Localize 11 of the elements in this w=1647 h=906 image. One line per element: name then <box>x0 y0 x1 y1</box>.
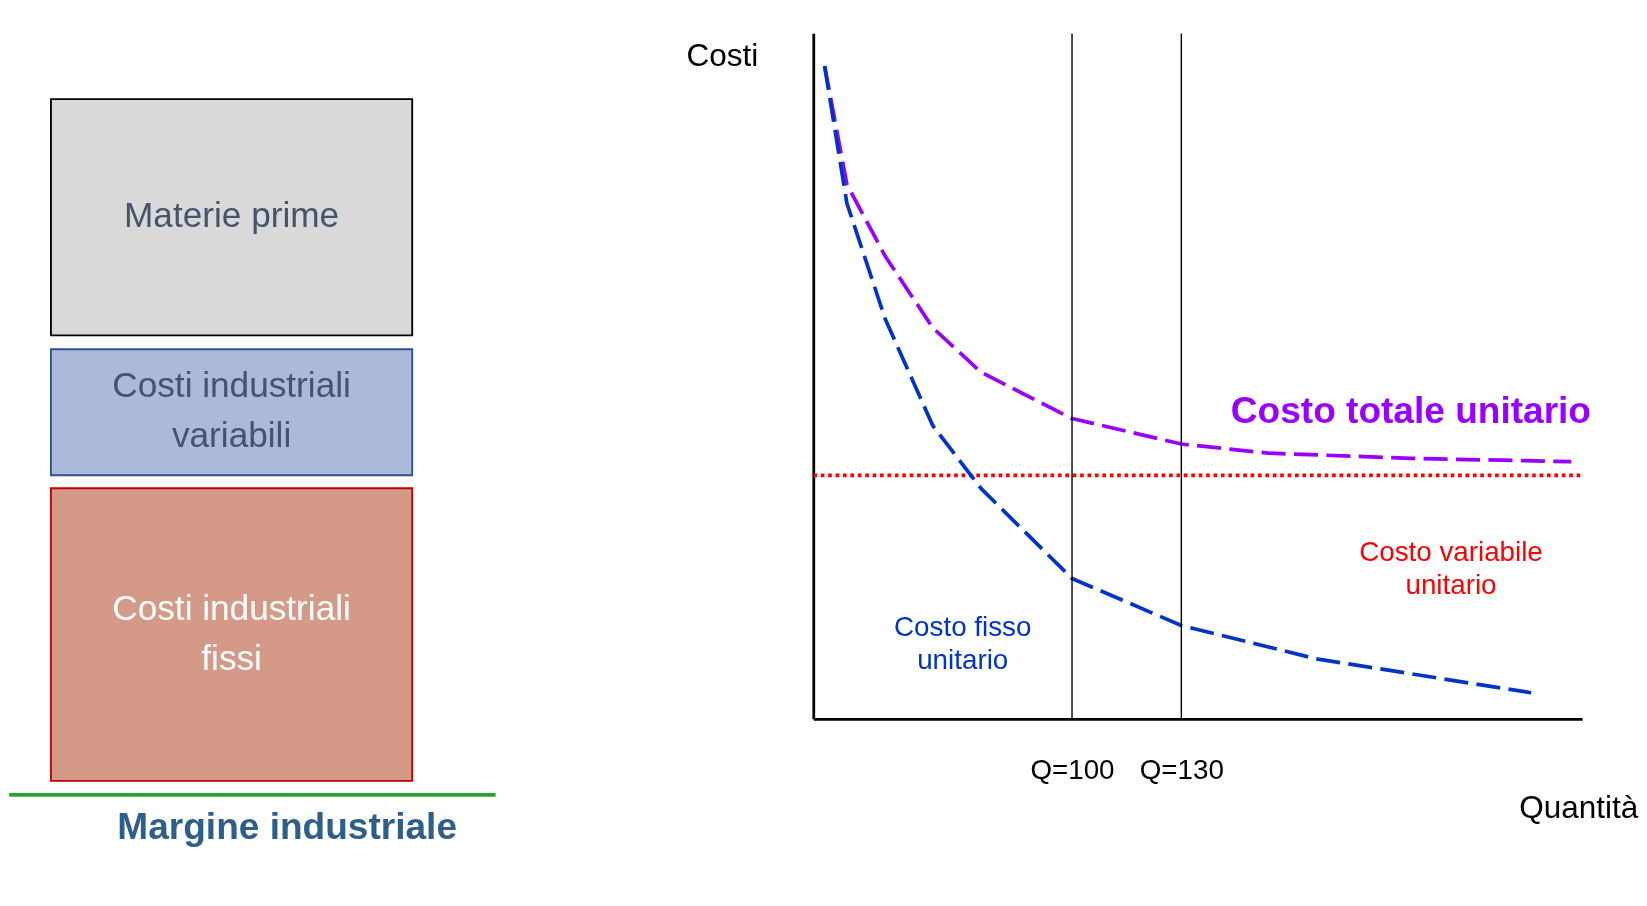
series-label: Costo fisso unitario <box>894 610 1032 676</box>
text: Costi industriali variabili <box>112 365 351 455</box>
x-tick-label: Q=100 <box>1030 753 1115 785</box>
text: Materie prime <box>124 195 340 235</box>
text: Margine industriale <box>117 805 457 848</box>
y-axis-title: Costi <box>686 37 759 74</box>
x-tick-label: Q=130 <box>1139 753 1224 785</box>
text: Costi industriali fissi <box>112 587 351 677</box>
text: Costo variabile unitario <box>1359 535 1543 601</box>
x-axis-title: Quantità <box>1519 789 1639 826</box>
series-label: Costo totale unitario <box>1230 389 1591 432</box>
